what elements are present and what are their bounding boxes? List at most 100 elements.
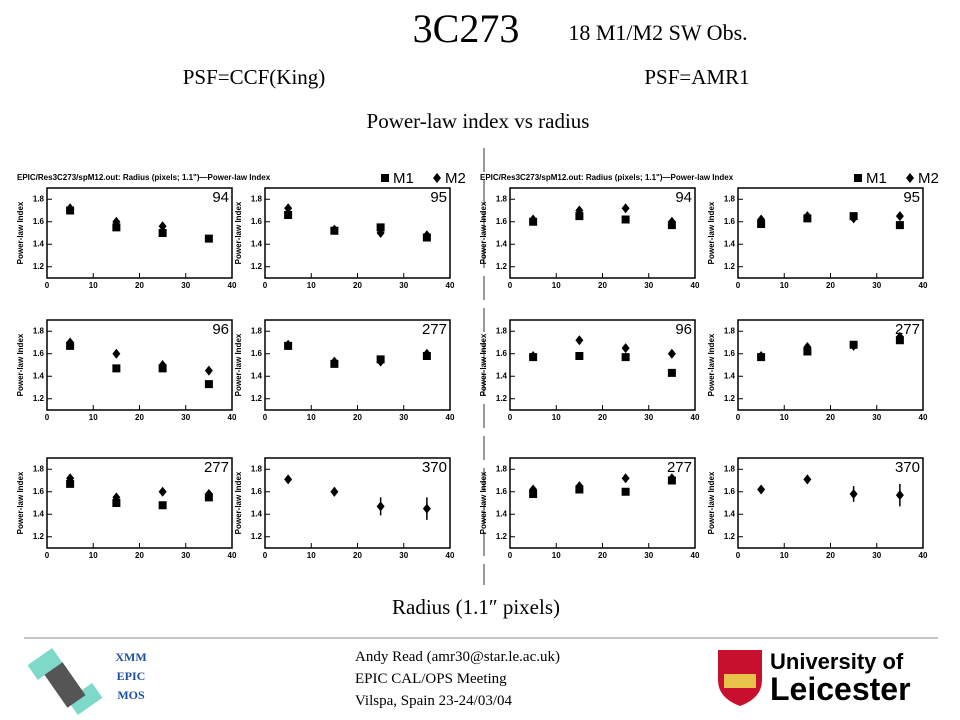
x-tick-label: 40 xyxy=(228,281,237,290)
x-tick-label: 10 xyxy=(89,551,98,560)
data-point xyxy=(66,479,75,488)
logo-line: Leicester xyxy=(770,671,911,707)
panel-number: 370 xyxy=(422,459,447,476)
y-tick-label: 1.4 xyxy=(33,239,45,248)
x-tick-label: 0 xyxy=(45,551,50,560)
x-tick-label: 20 xyxy=(598,551,607,560)
y-tick-label: 1.2 xyxy=(251,532,263,541)
x-tick-label: 20 xyxy=(353,551,362,560)
data-point xyxy=(376,501,385,512)
y-tick-label: 1.8 xyxy=(724,194,736,203)
data-point xyxy=(757,214,766,225)
y-tick-label: 1.4 xyxy=(724,239,736,248)
x-tick-label: 10 xyxy=(307,281,316,290)
x-tick-label: 20 xyxy=(353,281,362,290)
x-tick-label: 20 xyxy=(598,413,607,422)
y-tick-label: 1.8 xyxy=(251,326,263,335)
data-point xyxy=(284,211,293,219)
y-tick-label: 1.6 xyxy=(496,217,508,226)
x-tick-label: 10 xyxy=(780,413,789,422)
data-point xyxy=(849,340,858,351)
y-axis-label: Power-law Index xyxy=(707,471,716,534)
data-point xyxy=(575,335,584,346)
x-tick-label: 10 xyxy=(89,281,98,290)
y-axis-label: Power-law Index xyxy=(707,201,716,264)
y-tick-label: 1.6 xyxy=(724,487,736,496)
author-line: Andy Read (amr30@star.le.ac.uk) xyxy=(355,649,560,665)
x-tick-label: 10 xyxy=(552,413,561,422)
data-point xyxy=(895,211,904,222)
x-tick-label: 10 xyxy=(89,413,98,422)
panel-number: 95 xyxy=(903,189,920,206)
panel-number: 95 xyxy=(430,189,447,206)
x-tick-label: 20 xyxy=(135,413,144,422)
x-tick-label: 30 xyxy=(644,281,653,290)
y-axis-label: Power-law Index xyxy=(707,333,716,396)
data-point xyxy=(621,473,630,484)
y-tick-label: 1.4 xyxy=(251,509,263,518)
data-point xyxy=(112,492,121,503)
x-tick-label: 40 xyxy=(691,413,700,422)
y-tick-label: 1.6 xyxy=(251,217,263,226)
x-tick-label: 0 xyxy=(736,551,741,560)
y-tick-label: 1.8 xyxy=(33,194,45,203)
x-tick-label: 30 xyxy=(644,413,653,422)
x-tick-label: 30 xyxy=(181,281,190,290)
legend-marker xyxy=(381,174,389,182)
data-point xyxy=(330,486,339,497)
x-tick-label: 20 xyxy=(135,281,144,290)
x-tick-label: 0 xyxy=(736,281,741,290)
title: 3C273 xyxy=(413,6,520,51)
legend-label: M1 xyxy=(393,170,414,187)
x-tick-label: 10 xyxy=(780,551,789,560)
x-tick-label: 0 xyxy=(45,281,50,290)
y-tick-label: 1.8 xyxy=(251,194,263,203)
x-tick-label: 0 xyxy=(508,281,513,290)
x-tick-label: 0 xyxy=(45,413,50,422)
legend-label: M2 xyxy=(445,170,466,187)
y-tick-label: 1.2 xyxy=(724,394,736,403)
data-point xyxy=(422,348,431,359)
x-tick-label: 30 xyxy=(399,551,408,560)
mission-line: EPIC xyxy=(117,669,146,683)
data-point xyxy=(667,368,676,377)
x-tick-label: 10 xyxy=(552,551,561,560)
data-point xyxy=(757,351,766,361)
data-point xyxy=(895,490,904,501)
y-axis-label: Power-law Index xyxy=(479,471,488,534)
data-point xyxy=(667,348,676,359)
x-tick-label: 0 xyxy=(263,413,268,422)
x-tick-label: 30 xyxy=(399,281,408,290)
panel-number: 277 xyxy=(422,321,447,338)
panel-header: EPIC/Res3C273/spM12.out: Radius (pixels;… xyxy=(480,173,734,182)
y-tick-label: 1.4 xyxy=(724,371,736,380)
y-tick-label: 1.2 xyxy=(33,532,45,541)
y-tick-label: 1.4 xyxy=(496,509,508,518)
panel-number: 277 xyxy=(667,459,692,476)
data-point xyxy=(204,234,213,243)
data-point xyxy=(803,474,812,485)
data-point xyxy=(803,342,812,352)
x-tick-label: 30 xyxy=(872,551,881,560)
logo-line: University of xyxy=(770,649,904,674)
x-tick-label: 20 xyxy=(826,413,835,422)
x-tick-label: 40 xyxy=(228,551,237,560)
data-point xyxy=(204,365,213,376)
data-point xyxy=(112,364,121,373)
x-tick-label: 0 xyxy=(736,413,741,422)
x-caption: Radius (1.1″ pixels) xyxy=(392,595,560,619)
data-point xyxy=(895,221,904,230)
data-point xyxy=(284,339,293,350)
right-label: PSF=AMR1 xyxy=(644,65,749,89)
legend-label: M2 xyxy=(918,170,939,187)
data-point xyxy=(529,484,538,495)
y-tick-label: 1.8 xyxy=(724,326,736,335)
panel-header: EPIC/Res3C273/spM12.out: Radius (pixels;… xyxy=(17,173,271,182)
x-tick-label: 30 xyxy=(181,551,190,560)
legend-marker xyxy=(906,173,914,183)
x-tick-label: 40 xyxy=(446,413,455,422)
y-axis-label: Power-law Index xyxy=(16,333,25,396)
data-point xyxy=(376,356,385,367)
data-point xyxy=(66,473,75,484)
y-tick-label: 1.8 xyxy=(496,326,508,335)
